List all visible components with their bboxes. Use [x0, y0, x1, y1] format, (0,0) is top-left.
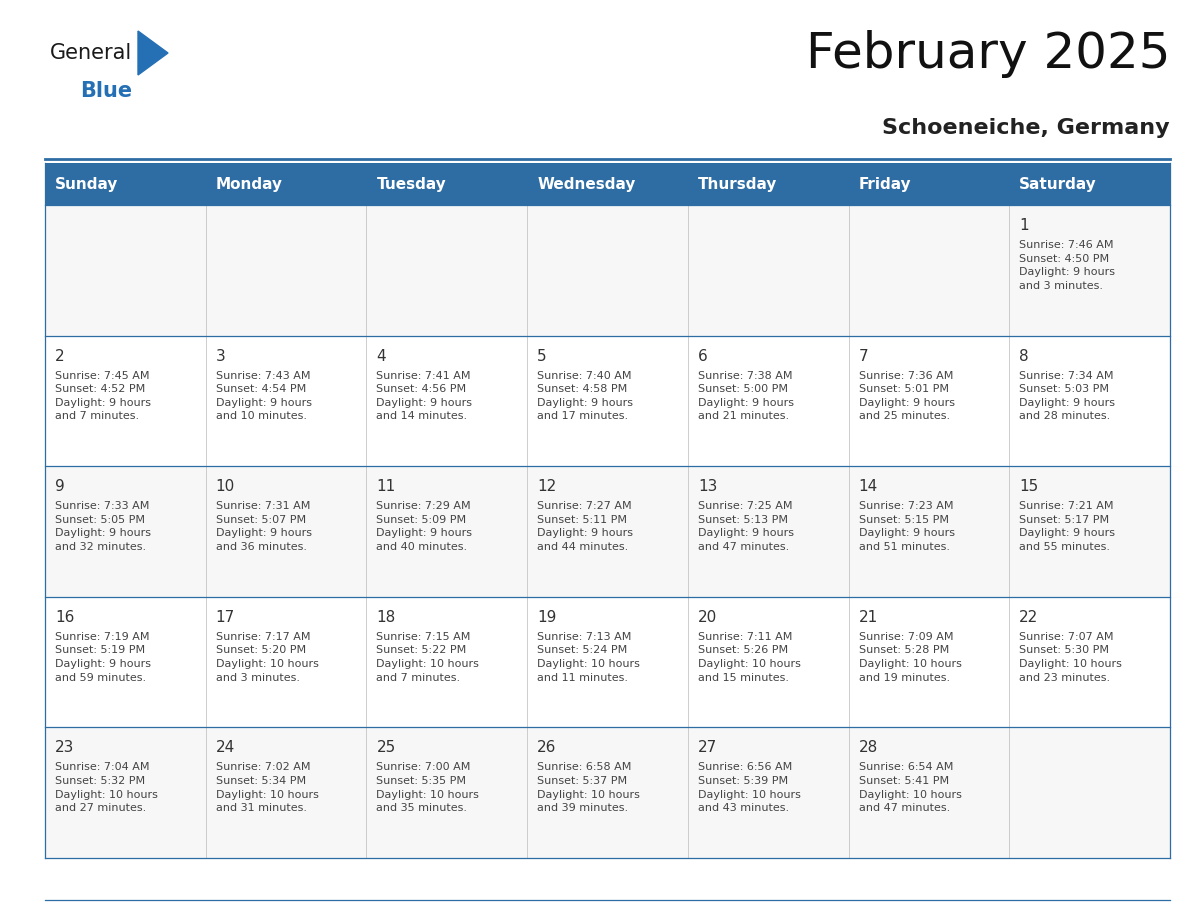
- Text: Sunrise: 7:15 AM
Sunset: 5:22 PM
Daylight: 10 hours
and 7 minutes.: Sunrise: 7:15 AM Sunset: 5:22 PM Dayligh…: [377, 632, 479, 683]
- Text: Monday: Monday: [216, 176, 283, 192]
- Text: Sunrise: 7:38 AM
Sunset: 5:00 PM
Daylight: 9 hours
and 21 minutes.: Sunrise: 7:38 AM Sunset: 5:00 PM Dayligh…: [697, 371, 794, 421]
- Text: 6: 6: [697, 349, 708, 364]
- Text: Sunrise: 7:17 AM
Sunset: 5:20 PM
Daylight: 10 hours
and 3 minutes.: Sunrise: 7:17 AM Sunset: 5:20 PM Dayligh…: [216, 632, 318, 683]
- Bar: [45, 466, 1170, 597]
- Text: Sunrise: 7:43 AM
Sunset: 4:54 PM
Daylight: 9 hours
and 10 minutes.: Sunrise: 7:43 AM Sunset: 4:54 PM Dayligh…: [216, 371, 311, 421]
- Bar: [45, 727, 1170, 858]
- Text: 20: 20: [697, 610, 718, 625]
- Text: Sunrise: 7:40 AM
Sunset: 4:58 PM
Daylight: 9 hours
and 17 minutes.: Sunrise: 7:40 AM Sunset: 4:58 PM Dayligh…: [537, 371, 633, 421]
- Text: 21: 21: [859, 610, 878, 625]
- Text: Sunrise: 7:45 AM
Sunset: 4:52 PM
Daylight: 9 hours
and 7 minutes.: Sunrise: 7:45 AM Sunset: 4:52 PM Dayligh…: [55, 371, 151, 421]
- Text: 8: 8: [1019, 349, 1029, 364]
- Text: Sunday: Sunday: [55, 176, 119, 192]
- Text: 17: 17: [216, 610, 235, 625]
- Text: 22: 22: [1019, 610, 1038, 625]
- Text: 25: 25: [377, 741, 396, 756]
- Bar: [45, 163, 1170, 205]
- Text: Sunrise: 7:07 AM
Sunset: 5:30 PM
Daylight: 10 hours
and 23 minutes.: Sunrise: 7:07 AM Sunset: 5:30 PM Dayligh…: [1019, 632, 1123, 683]
- Text: 23: 23: [55, 741, 75, 756]
- Text: Sunrise: 6:58 AM
Sunset: 5:37 PM
Daylight: 10 hours
and 39 minutes.: Sunrise: 6:58 AM Sunset: 5:37 PM Dayligh…: [537, 763, 640, 813]
- Text: Tuesday: Tuesday: [377, 176, 447, 192]
- Text: Sunrise: 7:33 AM
Sunset: 5:05 PM
Daylight: 9 hours
and 32 minutes.: Sunrise: 7:33 AM Sunset: 5:05 PM Dayligh…: [55, 501, 151, 552]
- Text: 19: 19: [537, 610, 556, 625]
- Text: Sunrise: 7:13 AM
Sunset: 5:24 PM
Daylight: 10 hours
and 11 minutes.: Sunrise: 7:13 AM Sunset: 5:24 PM Dayligh…: [537, 632, 640, 683]
- Text: 14: 14: [859, 479, 878, 494]
- Text: 15: 15: [1019, 479, 1038, 494]
- Text: Sunrise: 7:04 AM
Sunset: 5:32 PM
Daylight: 10 hours
and 27 minutes.: Sunrise: 7:04 AM Sunset: 5:32 PM Dayligh…: [55, 763, 158, 813]
- Text: 2: 2: [55, 349, 64, 364]
- Text: Sunrise: 7:25 AM
Sunset: 5:13 PM
Daylight: 9 hours
and 47 minutes.: Sunrise: 7:25 AM Sunset: 5:13 PM Dayligh…: [697, 501, 794, 552]
- Text: 28: 28: [859, 741, 878, 756]
- Bar: [45, 336, 1170, 466]
- Text: Sunrise: 7:21 AM
Sunset: 5:17 PM
Daylight: 9 hours
and 55 minutes.: Sunrise: 7:21 AM Sunset: 5:17 PM Dayligh…: [1019, 501, 1116, 552]
- Text: Friday: Friday: [859, 176, 911, 192]
- Text: Sunrise: 7:23 AM
Sunset: 5:15 PM
Daylight: 9 hours
and 51 minutes.: Sunrise: 7:23 AM Sunset: 5:15 PM Dayligh…: [859, 501, 955, 552]
- Text: 7: 7: [859, 349, 868, 364]
- Text: Sunrise: 7:31 AM
Sunset: 5:07 PM
Daylight: 9 hours
and 36 minutes.: Sunrise: 7:31 AM Sunset: 5:07 PM Dayligh…: [216, 501, 311, 552]
- Bar: [45, 205, 1170, 336]
- Text: Sunrise: 7:46 AM
Sunset: 4:50 PM
Daylight: 9 hours
and 3 minutes.: Sunrise: 7:46 AM Sunset: 4:50 PM Dayligh…: [1019, 240, 1116, 291]
- Text: Sunrise: 7:27 AM
Sunset: 5:11 PM
Daylight: 9 hours
and 44 minutes.: Sunrise: 7:27 AM Sunset: 5:11 PM Dayligh…: [537, 501, 633, 552]
- Text: 12: 12: [537, 479, 556, 494]
- Text: 26: 26: [537, 741, 556, 756]
- Text: February 2025: February 2025: [805, 30, 1170, 78]
- Text: 4: 4: [377, 349, 386, 364]
- Text: 27: 27: [697, 741, 718, 756]
- Text: General: General: [50, 43, 132, 63]
- Text: 3: 3: [216, 349, 226, 364]
- Text: Blue: Blue: [80, 81, 132, 101]
- Text: 16: 16: [55, 610, 75, 625]
- Polygon shape: [138, 31, 168, 75]
- Text: Sunrise: 7:41 AM
Sunset: 4:56 PM
Daylight: 9 hours
and 14 minutes.: Sunrise: 7:41 AM Sunset: 4:56 PM Dayligh…: [377, 371, 473, 421]
- Text: Sunrise: 7:02 AM
Sunset: 5:34 PM
Daylight: 10 hours
and 31 minutes.: Sunrise: 7:02 AM Sunset: 5:34 PM Dayligh…: [216, 763, 318, 813]
- Text: Wednesday: Wednesday: [537, 176, 636, 192]
- Text: Schoeneiche, Germany: Schoeneiche, Germany: [883, 118, 1170, 138]
- Text: Sunrise: 7:29 AM
Sunset: 5:09 PM
Daylight: 9 hours
and 40 minutes.: Sunrise: 7:29 AM Sunset: 5:09 PM Dayligh…: [377, 501, 473, 552]
- Text: 5: 5: [537, 349, 546, 364]
- Text: Sunrise: 7:19 AM
Sunset: 5:19 PM
Daylight: 9 hours
and 59 minutes.: Sunrise: 7:19 AM Sunset: 5:19 PM Dayligh…: [55, 632, 151, 683]
- Text: 9: 9: [55, 479, 65, 494]
- Text: Sunrise: 7:00 AM
Sunset: 5:35 PM
Daylight: 10 hours
and 35 minutes.: Sunrise: 7:00 AM Sunset: 5:35 PM Dayligh…: [377, 763, 479, 813]
- Text: Sunrise: 6:54 AM
Sunset: 5:41 PM
Daylight: 10 hours
and 47 minutes.: Sunrise: 6:54 AM Sunset: 5:41 PM Dayligh…: [859, 763, 961, 813]
- Text: 18: 18: [377, 610, 396, 625]
- Text: 13: 13: [697, 479, 718, 494]
- Text: Sunrise: 6:56 AM
Sunset: 5:39 PM
Daylight: 10 hours
and 43 minutes.: Sunrise: 6:56 AM Sunset: 5:39 PM Dayligh…: [697, 763, 801, 813]
- Text: 1: 1: [1019, 218, 1029, 233]
- Text: Sunrise: 7:09 AM
Sunset: 5:28 PM
Daylight: 10 hours
and 19 minutes.: Sunrise: 7:09 AM Sunset: 5:28 PM Dayligh…: [859, 632, 961, 683]
- Bar: [45, 597, 1170, 727]
- Text: 24: 24: [216, 741, 235, 756]
- Text: Sunrise: 7:34 AM
Sunset: 5:03 PM
Daylight: 9 hours
and 28 minutes.: Sunrise: 7:34 AM Sunset: 5:03 PM Dayligh…: [1019, 371, 1116, 421]
- Text: 10: 10: [216, 479, 235, 494]
- Text: Sunrise: 7:11 AM
Sunset: 5:26 PM
Daylight: 10 hours
and 15 minutes.: Sunrise: 7:11 AM Sunset: 5:26 PM Dayligh…: [697, 632, 801, 683]
- Text: Saturday: Saturday: [1019, 176, 1097, 192]
- Text: Thursday: Thursday: [697, 176, 777, 192]
- Text: Sunrise: 7:36 AM
Sunset: 5:01 PM
Daylight: 9 hours
and 25 minutes.: Sunrise: 7:36 AM Sunset: 5:01 PM Dayligh…: [859, 371, 955, 421]
- Text: 11: 11: [377, 479, 396, 494]
